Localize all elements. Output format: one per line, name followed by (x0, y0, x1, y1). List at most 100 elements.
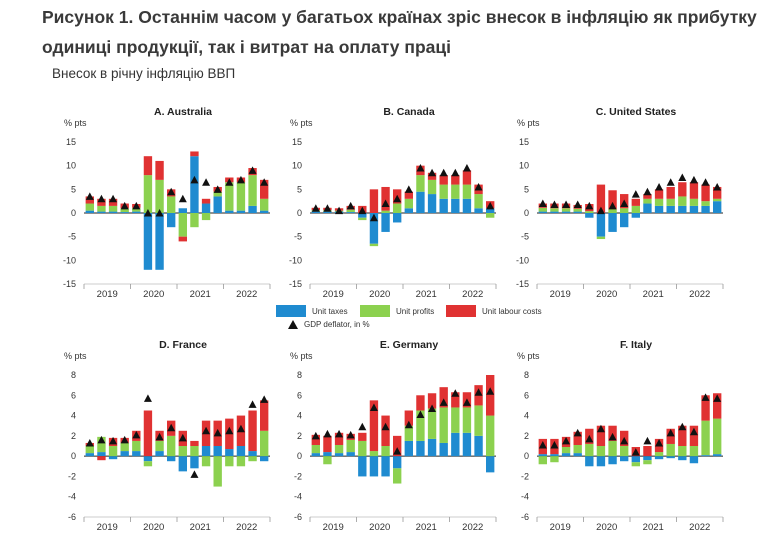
bar-segment-labour (701, 184, 710, 202)
bar-segment-profits (486, 213, 495, 218)
bar-segment-profits (236, 182, 246, 211)
deflator-marker (538, 199, 547, 208)
bar-segment-profits (213, 456, 222, 487)
y-tick-label: 10 (292, 161, 302, 171)
deflator-marker (190, 175, 199, 184)
bar-segment-profits (381, 210, 390, 213)
y-tick-label: 8 (524, 370, 529, 380)
bar-segment-taxes (701, 455, 710, 457)
bar-segment-taxes (346, 212, 355, 213)
deflator-marker (248, 166, 257, 174)
deflator-marker (550, 200, 559, 208)
bar-segment-taxes (538, 454, 547, 457)
bar-segment-labour (701, 395, 710, 421)
bar-segment-profits (666, 198, 675, 206)
deflator-marker (335, 429, 344, 438)
bar-segment-profits (108, 205, 118, 212)
bar-segment-profits (190, 213, 199, 228)
x-year-label: 2022 (689, 522, 710, 533)
y-tick-label: -10 (516, 255, 529, 265)
legend-item-taxes: Unit taxes (276, 305, 348, 317)
y-tick-label: 0 (297, 208, 302, 218)
x-year-label: 2020 (143, 289, 164, 300)
bar-segment-taxes (260, 210, 269, 213)
bar-segment-taxes (143, 456, 153, 462)
bar-segment-profits (427, 179, 437, 195)
bar-segment-profits (132, 440, 141, 452)
deflator-marker (213, 185, 222, 193)
bar-segment-labour (666, 428, 675, 444)
deflator-marker (190, 470, 199, 478)
chart-panel-germany: E. Germany % pts -6 -4 -2 0 2 4 6 8 2019 2020 2021 20… (284, 333, 510, 533)
bar-segment-taxes (323, 452, 332, 457)
deflator-marker (439, 168, 448, 177)
bar-segment-taxes (608, 213, 617, 232)
deflator-marker (143, 209, 152, 217)
bar-segment-profits (97, 436, 106, 453)
x-year-label: 2021 (416, 289, 437, 300)
bar-segment-profits (334, 444, 344, 454)
deflator-marker (701, 393, 710, 401)
deflator-marker (451, 389, 460, 397)
deflator-marker (236, 175, 245, 184)
chart-svg: A. Australia % pts -15 -10 -5 0 5 10 15 2019 2020 2… (63, 106, 271, 300)
bar-segment-profits (201, 213, 211, 221)
deflator-marker (369, 213, 378, 222)
bar-segment-profits (346, 209, 355, 213)
x-year-label: 2019 (550, 289, 571, 300)
y-tick-label: -15 (63, 279, 76, 289)
deflator-marker (428, 168, 437, 177)
bar-segment-labour (97, 198, 106, 206)
bar-segment-labour (143, 156, 153, 176)
y-tick-label: -6 (521, 512, 529, 522)
legend-label-labour: Unit labour costs (482, 306, 542, 316)
bar-segment-taxes (85, 453, 94, 457)
bar-segment-labour (358, 432, 367, 441)
deflator-marker (225, 426, 234, 435)
bar-segment-taxes (631, 213, 640, 218)
legend-item-profits: Unit profits (360, 305, 434, 317)
y-tick-label: 0 (524, 451, 529, 461)
deflator-marker (620, 436, 629, 445)
bar-segment-labour (416, 395, 425, 411)
deflator-marker (631, 448, 640, 456)
deflator-marker (608, 201, 617, 210)
bar-segment-taxes (620, 456, 629, 462)
bar-segment-taxes (120, 451, 129, 457)
bar-segment-taxes (585, 456, 594, 467)
bar-segment-profits (416, 175, 425, 192)
bar-segment-profits (225, 456, 234, 467)
deflator-marker (585, 434, 594, 443)
y-tick-label: 0 (297, 451, 302, 461)
bar-segment-labour (713, 393, 722, 419)
bar-segment-profits (643, 198, 652, 204)
bar-segment-taxes (678, 456, 687, 461)
bar-segment-profits (701, 201, 710, 206)
y-tick-label: -4 (68, 492, 76, 502)
deflator-marker (335, 206, 344, 215)
bar-segment-profits (608, 440, 617, 457)
x-year-label: 2019 (97, 289, 118, 300)
deflator-marker (260, 178, 269, 186)
bar-segment-taxes (167, 456, 176, 462)
bar-segment-taxes (143, 213, 153, 270)
x-year-label: 2022 (462, 289, 483, 300)
y-tick-label: 8 (297, 370, 302, 380)
deflator-marker (202, 426, 211, 435)
bar-segment-taxes (439, 198, 448, 213)
bar-segment-taxes (358, 213, 367, 218)
bar-segment-labour (689, 182, 699, 199)
bar-segment-taxes (213, 446, 222, 457)
chart-svg: F. Italy % pts -6 -4 -2 0 2 4 6 8 2019 2020 2021 2022 (517, 339, 724, 533)
deflator-marker (213, 428, 222, 437)
bar-segment-profits (713, 418, 722, 455)
chart-panel-australia: A. Australia % pts -15 -10 -5 0 5 10 15 2019 2020 2… (58, 100, 284, 300)
chart-title: D. France (159, 339, 207, 351)
bar-segment-profits (201, 456, 211, 467)
deflator-marker (486, 387, 495, 395)
bar-segment-profits (538, 207, 547, 212)
y-tick-label: -5 (68, 232, 76, 242)
bar-segment-labour (260, 400, 269, 431)
chart-panel-united-states: C. United States % pts -15 -10 -5 0 5 10 15 2019 2… (511, 100, 737, 300)
bar-segment-profits (167, 196, 176, 213)
